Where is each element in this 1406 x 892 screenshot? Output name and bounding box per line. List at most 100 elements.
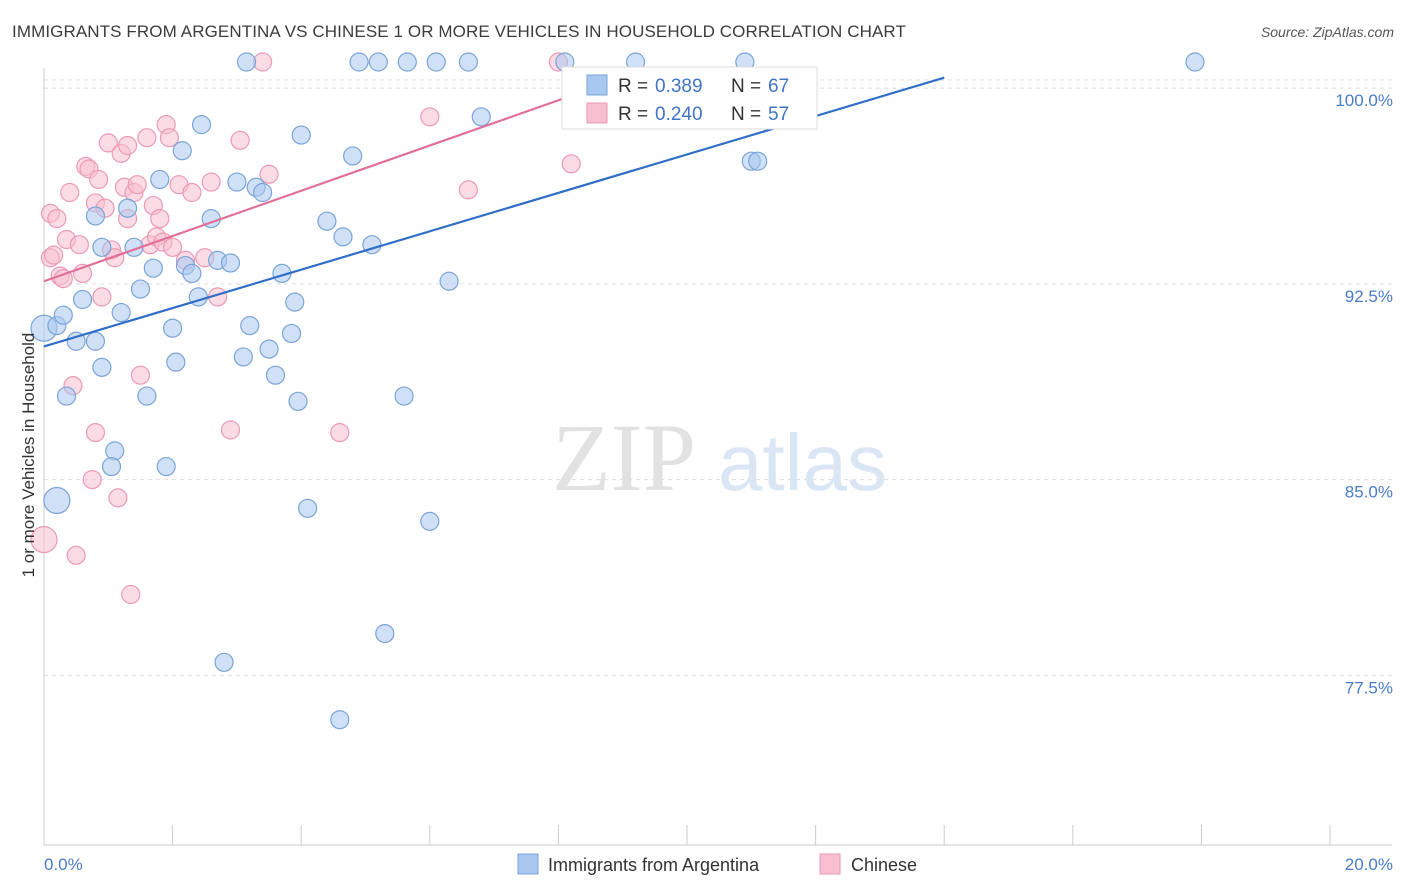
point-argentina xyxy=(92,357,112,377)
point-chinese xyxy=(201,172,221,192)
point-argentina xyxy=(1185,52,1205,72)
point-argentina xyxy=(117,198,138,218)
point-argentina xyxy=(397,52,417,72)
x-tick-label: 20.0% xyxy=(1345,855,1393,874)
point-argentina xyxy=(72,289,93,310)
point-argentina xyxy=(53,305,73,325)
point-argentina xyxy=(143,258,163,278)
point-argentina xyxy=(130,279,151,299)
point-argentina xyxy=(298,498,318,518)
point-argentina xyxy=(748,151,768,171)
point-chinese xyxy=(85,423,106,443)
point-chinese xyxy=(458,180,478,200)
watermark-atlas: atlas xyxy=(718,418,887,507)
point-chinese xyxy=(220,420,241,440)
legend: R = 0.389 N = 67 R = 0.240 N = 57 xyxy=(561,66,818,130)
x-tick-label: 0.0% xyxy=(44,855,83,874)
trendline-chinese xyxy=(43,76,624,283)
point-argentina xyxy=(291,125,311,145)
point-argentina xyxy=(375,623,395,644)
point-argentina xyxy=(43,486,71,515)
y-axis-ticks: 77.5% 85.0% 92.5% 100.0% xyxy=(1335,91,1393,697)
point-argentina xyxy=(191,115,212,135)
bottom-legend-swatch-argentina xyxy=(517,853,539,875)
bottom-legend-swatch-chinese xyxy=(819,853,841,875)
point-argentina xyxy=(227,172,247,192)
legend-r-label: R = xyxy=(618,104,648,125)
bottom-legend: Immigrants from Argentina Chinese xyxy=(517,853,917,875)
point-argentina xyxy=(236,52,257,72)
point-argentina xyxy=(101,456,122,477)
x-axis-ticks: 0.0% 20.0% xyxy=(44,855,1393,874)
point-argentina xyxy=(166,352,186,372)
legend-n-value: 67 xyxy=(768,76,789,97)
axes xyxy=(43,68,1392,846)
point-chinese xyxy=(163,237,183,257)
point-argentina xyxy=(285,292,305,312)
y-axis-label: 1 or more Vehicles in Household xyxy=(19,333,38,578)
point-chinese xyxy=(127,175,147,195)
point-chinese xyxy=(82,470,102,490)
legend-swatch-chinese xyxy=(586,102,608,124)
point-argentina xyxy=(349,52,369,72)
point-argentina xyxy=(220,253,241,273)
point-chinese xyxy=(60,182,80,203)
point-chinese xyxy=(89,169,109,190)
point-argentina xyxy=(85,331,106,351)
point-argentina xyxy=(439,271,459,291)
point-argentina xyxy=(172,141,192,161)
point-argentina xyxy=(214,652,234,672)
point-argentina xyxy=(156,456,176,477)
point-argentina xyxy=(92,237,112,257)
point-chinese xyxy=(121,584,141,605)
point-argentina xyxy=(137,386,157,406)
point-argentina xyxy=(182,263,202,284)
point-argentina xyxy=(240,316,260,336)
point-argentina xyxy=(368,52,388,72)
legend-r-label: R = xyxy=(618,76,648,97)
point-chinese xyxy=(47,209,67,229)
point-chinese xyxy=(420,107,440,127)
point-chinese xyxy=(150,209,170,229)
legend-n-label: N = xyxy=(731,76,761,97)
point-chinese xyxy=(230,130,250,150)
point-argentina xyxy=(394,386,414,406)
legend-n-label: N = xyxy=(731,104,761,125)
point-chinese xyxy=(30,526,58,554)
point-chinese xyxy=(98,133,118,153)
legend-r-value: 0.389 xyxy=(655,76,703,97)
watermark: ZIP atlas xyxy=(552,404,887,511)
point-argentina xyxy=(233,347,253,367)
point-argentina xyxy=(56,386,77,406)
point-argentina xyxy=(330,710,350,730)
point-argentina xyxy=(288,391,308,411)
point-argentina xyxy=(281,323,302,344)
point-chinese xyxy=(69,235,89,255)
point-chinese xyxy=(92,287,112,307)
y-tick-label: 77.5% xyxy=(1345,678,1393,697)
point-argentina xyxy=(420,511,440,531)
legend-n-value: 57 xyxy=(768,104,789,125)
point-argentina xyxy=(111,302,131,323)
point-argentina xyxy=(105,441,125,461)
y-tick-label: 85.0% xyxy=(1345,483,1393,502)
source-label: Source: ZipAtlas.com xyxy=(1260,24,1394,40)
point-chinese xyxy=(182,182,202,203)
point-chinese xyxy=(159,128,179,148)
point-chinese xyxy=(259,164,279,184)
y-tick-label: 92.5% xyxy=(1345,287,1393,306)
page-title: IMMIGRANTS FROM ARGENTINA VS CHINESE 1 O… xyxy=(12,22,906,41)
series-chinese-points xyxy=(30,52,581,605)
point-chinese xyxy=(108,488,128,508)
point-chinese xyxy=(561,154,581,174)
point-chinese xyxy=(330,423,350,443)
point-argentina xyxy=(426,52,446,72)
series-argentina-points xyxy=(30,52,1205,730)
point-argentina xyxy=(85,206,106,226)
point-chinese xyxy=(130,365,151,385)
bottom-legend-label-chinese: Chinese xyxy=(851,855,917,875)
point-chinese xyxy=(44,245,64,265)
point-argentina xyxy=(458,52,478,72)
point-argentina xyxy=(150,169,170,190)
